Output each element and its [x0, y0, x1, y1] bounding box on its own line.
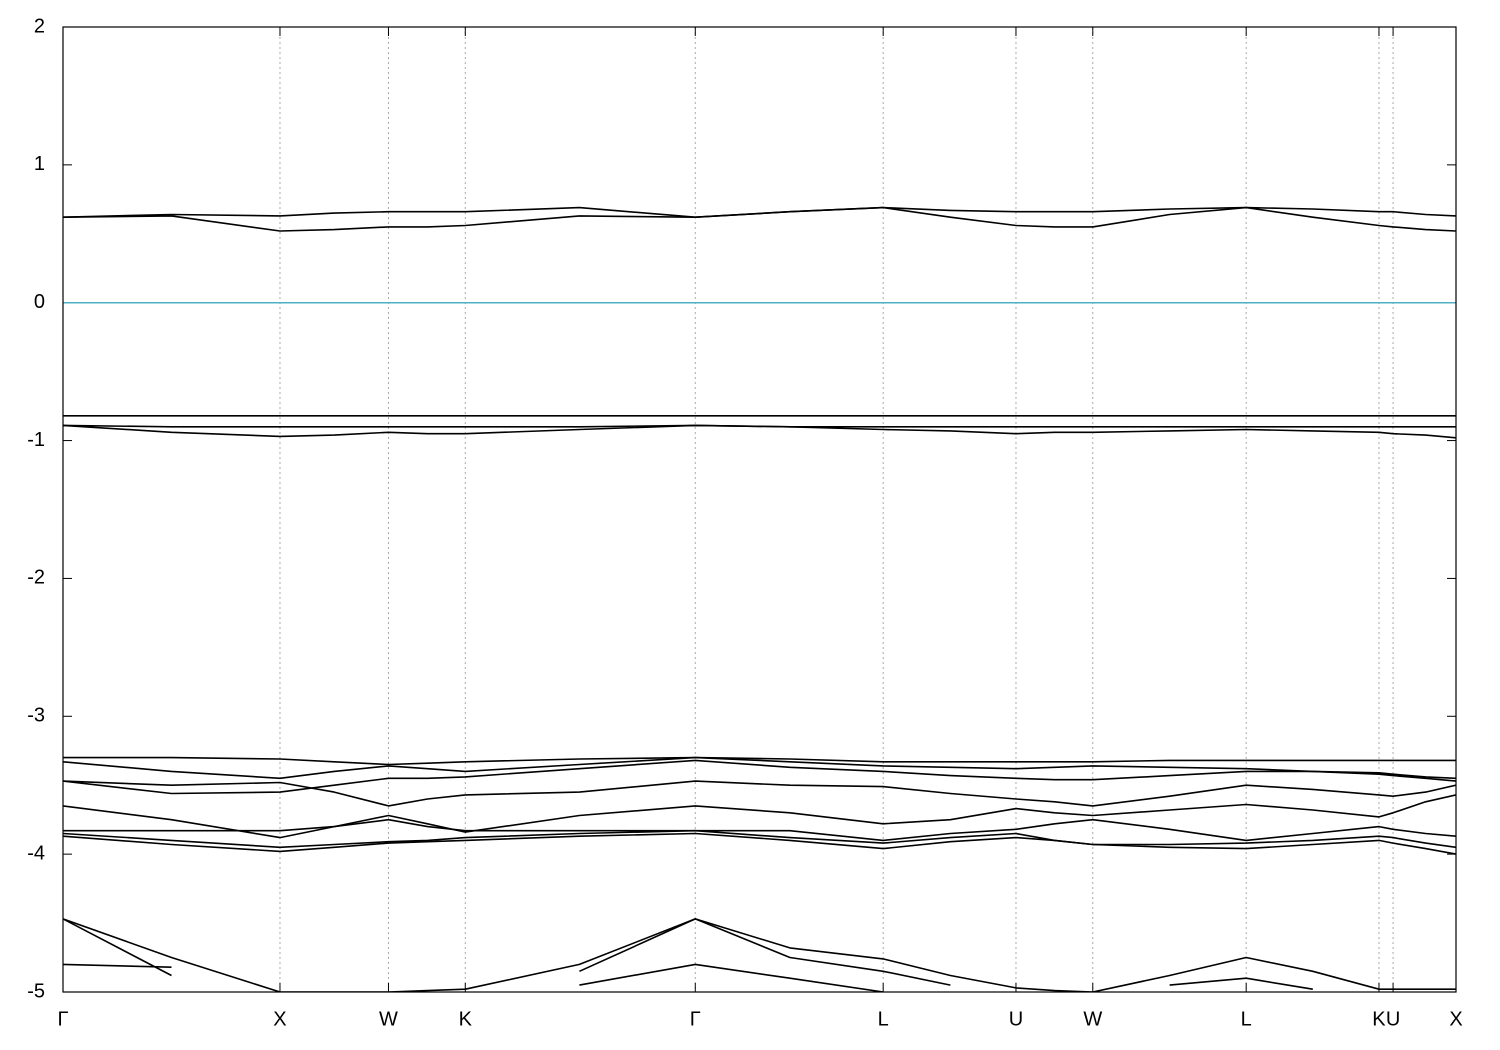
x-tick-label: U — [1386, 1008, 1400, 1030]
band-line — [63, 424, 1456, 428]
x-tick-label: Γ — [690, 1008, 701, 1030]
band-line — [63, 918, 1456, 992]
y-tick-label: 0 — [34, 291, 45, 313]
x-tick-label: L — [878, 1008, 889, 1030]
x-tick-label: X — [273, 1008, 286, 1030]
x-tick-label: W — [379, 1008, 398, 1030]
band-line — [63, 756, 1456, 766]
band-line — [63, 918, 1313, 990]
band-line — [63, 829, 1456, 849]
band-line — [63, 818, 1456, 842]
y-tick-label: -2 — [27, 567, 45, 589]
x-tick-label: U — [1009, 1008, 1023, 1030]
y-tick-label: -1 — [27, 429, 45, 451]
x-tick-label: K — [459, 1008, 473, 1030]
y-tick-label: 2 — [34, 15, 45, 37]
x-tick-label: W — [1083, 1008, 1102, 1030]
band-line — [63, 832, 1456, 855]
plot-frame — [62, 26, 1457, 993]
band-line — [63, 206, 1456, 232]
bands — [63, 206, 1456, 992]
band-line — [63, 424, 1456, 439]
x-tick-label: Γ — [57, 1008, 68, 1030]
x-tick-label: L — [1241, 1008, 1252, 1030]
y-tick-label: 1 — [34, 153, 45, 175]
band-line — [63, 963, 884, 992]
band-line — [63, 206, 1456, 218]
band-line — [63, 794, 1456, 839]
x-tick-label: X — [1449, 1008, 1462, 1030]
band-line — [63, 759, 1456, 795]
y-tick-label: -3 — [27, 705, 45, 727]
y-tick-label: -4 — [27, 842, 45, 864]
x-tick-label: K — [1372, 1008, 1386, 1030]
band-line — [63, 780, 1456, 807]
y-tick-label: -5 — [27, 980, 45, 1002]
